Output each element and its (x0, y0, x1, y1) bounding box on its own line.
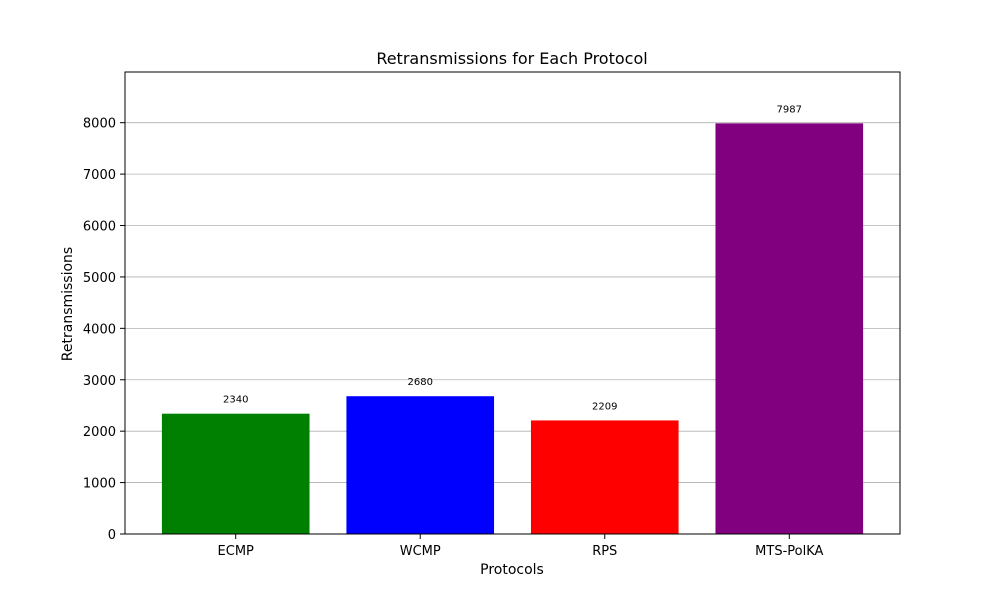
y-axis-title: Retransmissions (60, 247, 76, 361)
data-label: 2340 (223, 395, 248, 406)
y-tick-label: 0 (108, 528, 116, 543)
data-label: 7987 (777, 104, 802, 115)
y-tick-label: 7000 (83, 168, 116, 183)
x-tick-label: WCMP (400, 544, 441, 559)
plot-frame (124, 71, 901, 535)
y-tick-label: 6000 (83, 220, 116, 235)
x-tick-label: ECMP (218, 544, 255, 559)
data-labels: 2340 2680 2209 7987 (223, 104, 802, 412)
y-axis: 0 1000 2000 3000 4000 5000 6000 7000 8000 (83, 117, 125, 543)
x-tick-label: RPS (592, 544, 617, 559)
bar-ecmp (161, 413, 310, 534)
x-axis-title: Protocols (480, 562, 544, 578)
data-label: 2680 (408, 377, 433, 388)
data-label: 2209 (592, 401, 617, 412)
y-tick-label: 4000 (83, 322, 116, 337)
y-tick-label: 1000 (83, 477, 116, 492)
chart-title: Retransmissions for Each Protocol (376, 49, 647, 68)
y-tick-label: 3000 (83, 374, 116, 389)
y-tick-label: 8000 (83, 117, 116, 132)
y-tick-label: 2000 (83, 425, 116, 440)
bars (161, 123, 864, 535)
x-tick-label: MTS-PolKA (755, 544, 823, 559)
bar-rps (530, 420, 679, 534)
x-axis: ECMP WCMP RPS MTS-PolKA (218, 534, 824, 559)
y-tick-label: 5000 (83, 271, 116, 286)
bar-mts-polka (715, 123, 864, 535)
bar-wcmp (346, 396, 495, 534)
